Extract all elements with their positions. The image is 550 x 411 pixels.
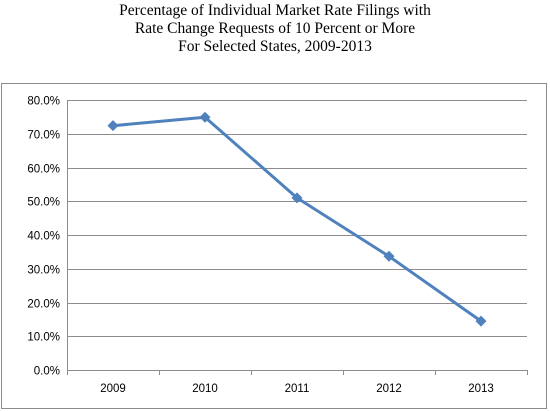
chart-title-line-2: Rate Change Requests of 10 Percent or Mo…	[134, 20, 416, 37]
x-tick-label: 2011	[285, 383, 310, 395]
x-tick-label: 2009	[100, 383, 126, 395]
chart-title-line-3: For Selected States, 2009-2013	[178, 38, 372, 55]
y-tick-label: 50.0%	[27, 197, 60, 209]
y-tick-label: 20.0%	[27, 299, 60, 311]
chart-title-line-1: Percentage of Individual Market Rate Fil…	[119, 2, 431, 19]
x-tick-label: 2013	[468, 383, 494, 395]
data-point-marker	[475, 315, 487, 327]
series-line	[112, 115, 482, 323]
y-tick-label: 60.0%	[27, 164, 60, 176]
y-tick-label: 70.0%	[27, 130, 60, 142]
y-tick-label: 40.0%	[27, 231, 60, 243]
y-tick-label: 80.0%	[27, 96, 60, 108]
y-tick-label: 0.0%	[34, 366, 60, 378]
data-point-marker	[199, 111, 211, 123]
y-tick-label: 30.0%	[27, 265, 60, 277]
data-point-marker	[383, 250, 395, 262]
data-point-marker	[107, 120, 119, 132]
y-tick-label: 10.0%	[27, 332, 60, 344]
chart-title: Percentage of Individual Market Rate Fil…	[0, 2, 550, 56]
x-tick-label: 2010	[192, 383, 218, 395]
chart-frame	[1, 83, 547, 409]
data-point-marker	[291, 192, 303, 204]
x-tick-label: 2012	[376, 383, 402, 395]
